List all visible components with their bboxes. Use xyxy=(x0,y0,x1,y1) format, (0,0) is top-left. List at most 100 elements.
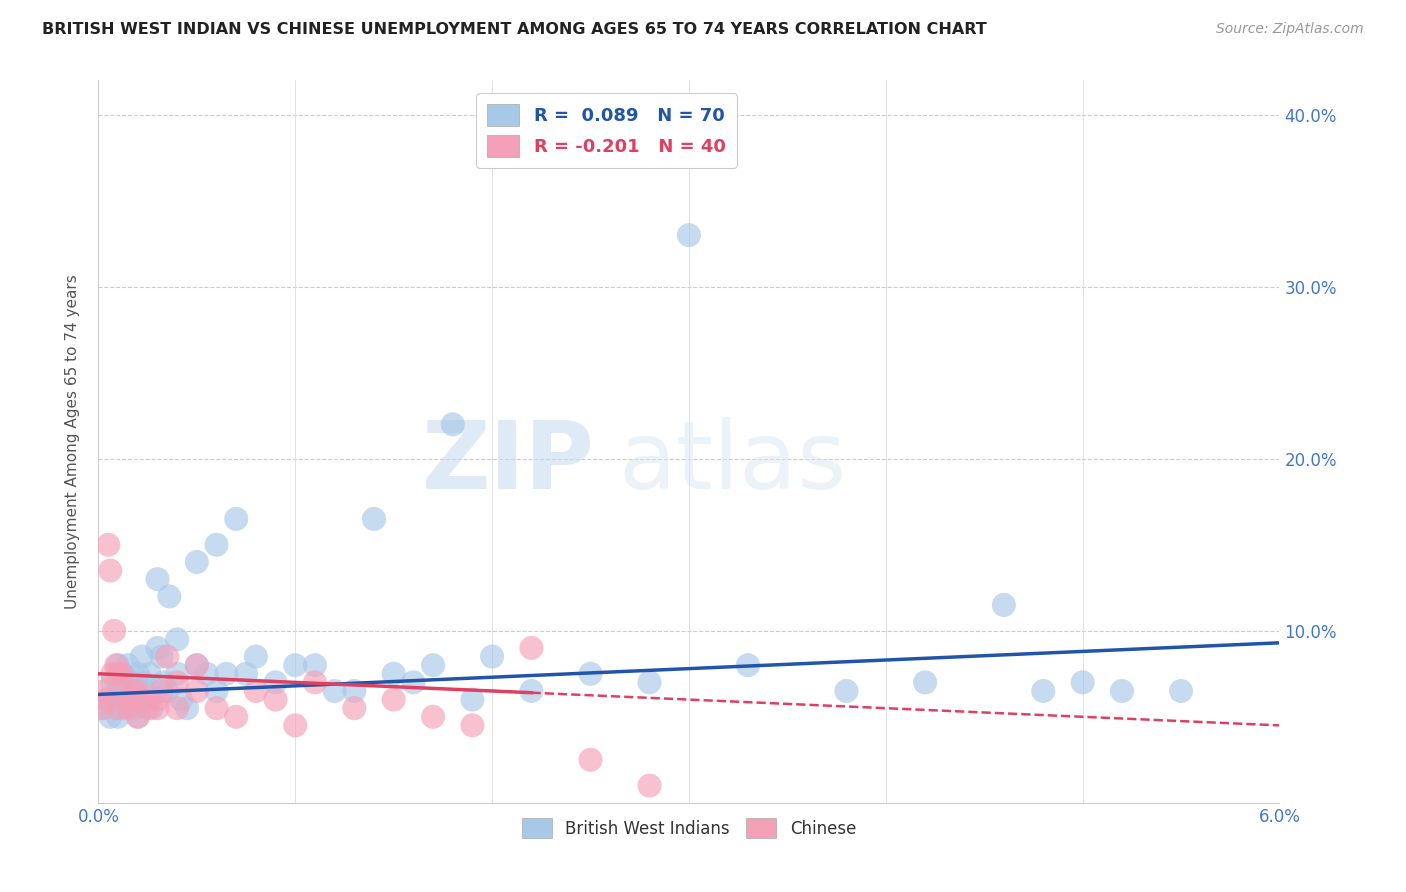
Point xyxy=(304,675,326,690)
Point xyxy=(520,640,543,655)
Point xyxy=(111,666,134,681)
Point xyxy=(146,692,169,706)
Point xyxy=(125,701,148,715)
Point xyxy=(205,701,228,715)
Point xyxy=(835,684,858,698)
Point xyxy=(186,555,208,569)
Point xyxy=(118,684,141,698)
Point xyxy=(304,658,326,673)
Point xyxy=(115,675,138,690)
Point xyxy=(215,666,238,681)
Point xyxy=(343,684,366,698)
Point xyxy=(166,675,188,690)
Text: ZIP: ZIP xyxy=(422,417,595,509)
Point xyxy=(638,675,661,690)
Point xyxy=(138,666,160,681)
Point xyxy=(98,564,121,578)
Point xyxy=(98,710,121,724)
Point xyxy=(156,684,179,698)
Point xyxy=(111,701,134,715)
Point xyxy=(93,684,115,698)
Point xyxy=(96,692,118,706)
Point xyxy=(93,701,115,715)
Point xyxy=(146,640,169,655)
Point xyxy=(186,658,208,673)
Point xyxy=(343,701,366,715)
Point xyxy=(97,692,120,706)
Point xyxy=(422,710,444,724)
Point xyxy=(127,666,149,681)
Point xyxy=(323,684,346,698)
Point xyxy=(205,684,228,698)
Point xyxy=(132,675,155,690)
Point xyxy=(579,753,602,767)
Point xyxy=(520,684,543,698)
Point xyxy=(156,649,179,664)
Point xyxy=(112,684,135,698)
Y-axis label: Unemployment Among Ages 65 to 74 years: Unemployment Among Ages 65 to 74 years xyxy=(65,274,80,609)
Point xyxy=(97,538,120,552)
Point xyxy=(103,701,125,715)
Point xyxy=(131,649,153,664)
Point xyxy=(150,649,173,664)
Point xyxy=(112,684,135,698)
Point xyxy=(382,692,405,706)
Point xyxy=(205,538,228,552)
Point xyxy=(737,658,759,673)
Point xyxy=(166,666,188,681)
Point xyxy=(122,692,145,706)
Point xyxy=(121,675,143,690)
Point xyxy=(1111,684,1133,698)
Point xyxy=(914,675,936,690)
Point xyxy=(1032,684,1054,698)
Point xyxy=(127,710,149,724)
Text: atlas: atlas xyxy=(619,417,846,509)
Point xyxy=(103,624,125,638)
Point xyxy=(264,675,287,690)
Point xyxy=(136,701,159,715)
Point xyxy=(195,666,218,681)
Point xyxy=(284,718,307,732)
Point xyxy=(402,675,425,690)
Point xyxy=(170,692,193,706)
Point xyxy=(638,779,661,793)
Point xyxy=(166,632,188,647)
Point xyxy=(127,684,149,698)
Text: Source: ZipAtlas.com: Source: ZipAtlas.com xyxy=(1216,22,1364,37)
Point xyxy=(107,684,129,698)
Point xyxy=(141,701,163,715)
Point xyxy=(91,701,114,715)
Point xyxy=(186,658,208,673)
Point xyxy=(225,710,247,724)
Point xyxy=(117,701,139,715)
Point xyxy=(579,666,602,681)
Point xyxy=(107,666,129,681)
Point xyxy=(284,658,307,673)
Text: BRITISH WEST INDIAN VS CHINESE UNEMPLOYMENT AMONG AGES 65 TO 74 YEARS CORRELATIO: BRITISH WEST INDIAN VS CHINESE UNEMPLOYM… xyxy=(42,22,987,37)
Point xyxy=(107,658,129,673)
Legend: British West Indians, Chinese: British West Indians, Chinese xyxy=(515,812,863,845)
Point xyxy=(127,684,149,698)
Point xyxy=(461,718,484,732)
Point xyxy=(225,512,247,526)
Point xyxy=(363,512,385,526)
Point xyxy=(422,658,444,673)
Point xyxy=(101,666,124,681)
Point xyxy=(146,572,169,586)
Point xyxy=(105,692,128,706)
Point xyxy=(441,417,464,432)
Point xyxy=(1071,675,1094,690)
Point xyxy=(245,649,267,664)
Point xyxy=(176,701,198,715)
Point xyxy=(993,598,1015,612)
Point xyxy=(678,228,700,243)
Point xyxy=(481,649,503,664)
Point xyxy=(235,666,257,681)
Point xyxy=(118,692,141,706)
Point xyxy=(107,710,129,724)
Point xyxy=(152,675,174,690)
Point xyxy=(382,666,405,681)
Point xyxy=(157,590,180,604)
Point xyxy=(186,684,208,698)
Point xyxy=(166,701,188,715)
